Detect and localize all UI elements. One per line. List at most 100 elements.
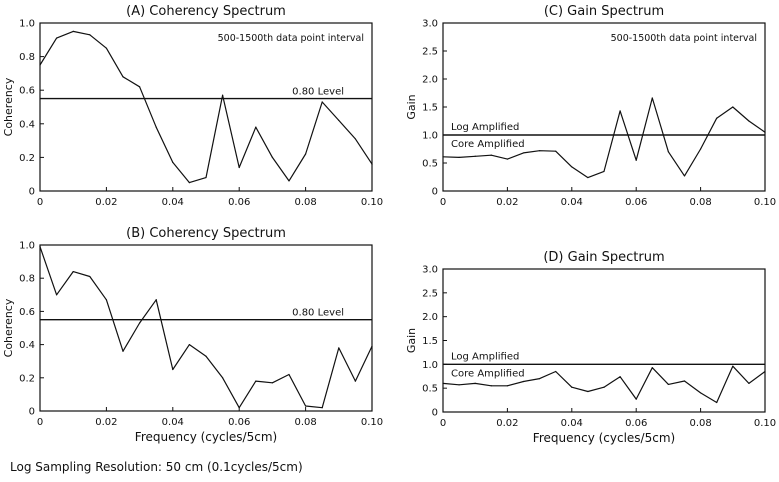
data-point bbox=[354, 380, 356, 382]
x-tick-label: 0.10 bbox=[754, 197, 776, 208]
data-point bbox=[288, 373, 290, 376]
data-point bbox=[72, 30, 74, 32]
data-point bbox=[354, 138, 356, 140]
data-point bbox=[651, 367, 653, 369]
x-tick-label: 0 bbox=[440, 197, 446, 208]
data-point bbox=[587, 390, 589, 393]
data-point bbox=[72, 270, 74, 273]
y-tick-label: 3.0 bbox=[422, 19, 438, 30]
data-point bbox=[619, 110, 621, 112]
data-point bbox=[635, 398, 637, 400]
data-point bbox=[571, 386, 573, 388]
x-tick-label: 0.06 bbox=[228, 417, 250, 428]
y-tick-label: 0.6 bbox=[19, 86, 35, 97]
y-tick-label: 1.0 bbox=[19, 19, 35, 30]
data-point bbox=[371, 163, 373, 165]
y-tick-label: 1.5 bbox=[422, 336, 438, 347]
y-tick-label: 0.6 bbox=[19, 307, 35, 318]
footnote-text: Log Sampling Resolution: 50 cm (0.1cycle… bbox=[10, 460, 303, 474]
x-tick-label: 0.08 bbox=[689, 197, 711, 208]
data-point bbox=[522, 152, 525, 154]
data-point bbox=[716, 401, 718, 404]
y-axis-label: Gain bbox=[405, 328, 418, 353]
data-point bbox=[338, 347, 340, 349]
data-point bbox=[222, 377, 224, 379]
x-tick-label: 0.10 bbox=[361, 197, 383, 208]
chart-title: (C) Gain Spectrum bbox=[544, 4, 664, 19]
y-tick-label: 0 bbox=[29, 187, 35, 198]
y-tick-label: 2.5 bbox=[422, 47, 438, 58]
y-tick-label: 0.4 bbox=[19, 119, 35, 130]
data-point bbox=[619, 376, 621, 378]
y-tick-label: 1.0 bbox=[422, 360, 438, 371]
data-point bbox=[732, 365, 734, 367]
chart-annotation: 500-1500th data point interval bbox=[611, 33, 757, 44]
x-tick-label: 0.08 bbox=[689, 418, 711, 429]
data-point bbox=[188, 182, 190, 184]
data-point bbox=[732, 106, 734, 108]
data-point bbox=[587, 176, 589, 179]
y-tick-label: 2.0 bbox=[422, 312, 438, 323]
data-point bbox=[748, 120, 750, 122]
data-point bbox=[89, 34, 91, 36]
chart-panel-a: (A) Coherency Spectrum 0 0.02 0.04 0.06 0.08 0… bbox=[2, 4, 383, 208]
core-amplified-label: Core Amplified bbox=[451, 368, 525, 379]
reference-line-label: 0.80 Level bbox=[292, 308, 344, 319]
data-point bbox=[651, 97, 653, 99]
chart-title: (D) Gain Spectrum bbox=[543, 250, 664, 265]
data-point bbox=[238, 407, 240, 409]
data-point bbox=[700, 392, 702, 394]
data-point bbox=[255, 126, 257, 128]
data-point bbox=[122, 350, 124, 352]
data-point bbox=[458, 384, 460, 386]
x-tick-label: 0.08 bbox=[294, 417, 316, 428]
data-point bbox=[442, 156, 444, 158]
data-point bbox=[321, 101, 323, 103]
data-point bbox=[555, 150, 557, 152]
y-tick-label: 0.5 bbox=[422, 384, 438, 395]
data-point bbox=[490, 385, 492, 387]
data-point bbox=[474, 382, 476, 384]
x-tick-label: 0.02 bbox=[496, 197, 518, 208]
data-point bbox=[89, 275, 91, 278]
plot-frame bbox=[39, 22, 373, 192]
x-tick-label: 0.04 bbox=[561, 418, 583, 429]
data-point bbox=[255, 380, 257, 382]
y-tick-label: 0 bbox=[432, 408, 438, 419]
data-point bbox=[139, 322, 141, 324]
data-point bbox=[522, 380, 525, 383]
data-point bbox=[271, 156, 273, 158]
data-point bbox=[474, 155, 476, 157]
data-point bbox=[571, 166, 573, 168]
data-point bbox=[271, 382, 273, 384]
y-tick-label: 0.5 bbox=[422, 159, 438, 170]
x-axis-label: Frequency (cycles/5cm) bbox=[533, 431, 675, 445]
log-amplified-label: Log Amplified bbox=[451, 351, 519, 362]
y-tick-label: 0.2 bbox=[19, 153, 35, 164]
y-axis-label: Coherency bbox=[2, 77, 15, 136]
y-tick-label: 0.2 bbox=[19, 373, 35, 384]
reference-line-label: 0.80 Level bbox=[292, 87, 344, 98]
data-point bbox=[667, 151, 670, 153]
plot-frame bbox=[442, 22, 766, 192]
x-tick-label: 0.06 bbox=[228, 197, 250, 208]
data-point bbox=[105, 47, 107, 49]
x-tick-label: 0.04 bbox=[561, 197, 583, 208]
x-tick-label: 0 bbox=[37, 417, 43, 428]
data-point bbox=[305, 405, 307, 407]
data-point bbox=[539, 150, 541, 152]
data-point bbox=[205, 355, 207, 357]
y-tick-label: 0.8 bbox=[19, 274, 35, 285]
chart-title: (B) Coherency Spectrum bbox=[126, 226, 286, 241]
y-tick-label: 0.4 bbox=[19, 340, 35, 351]
data-point bbox=[39, 64, 41, 66]
data-point bbox=[321, 407, 323, 409]
data-point bbox=[172, 161, 174, 164]
data-point bbox=[555, 370, 557, 373]
data-point bbox=[56, 294, 58, 296]
data-point bbox=[139, 86, 141, 88]
data-point bbox=[122, 76, 124, 78]
x-tick-label: 0.10 bbox=[361, 417, 383, 428]
x-tick-label: 0 bbox=[440, 418, 446, 429]
